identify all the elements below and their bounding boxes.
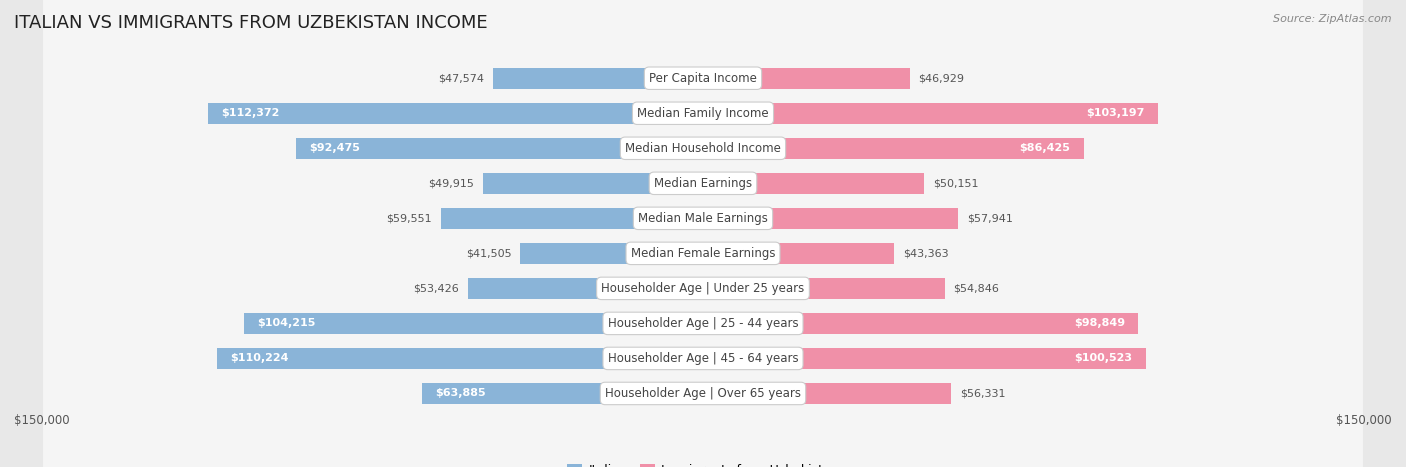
FancyBboxPatch shape <box>44 0 1362 467</box>
Text: Median Female Earnings: Median Female Earnings <box>631 247 775 260</box>
FancyBboxPatch shape <box>44 0 1362 467</box>
Text: Median Male Earnings: Median Male Earnings <box>638 212 768 225</box>
FancyBboxPatch shape <box>44 0 1362 467</box>
Text: $41,505: $41,505 <box>465 248 512 258</box>
FancyBboxPatch shape <box>44 0 1362 467</box>
Text: Householder Age | Under 25 years: Householder Age | Under 25 years <box>602 282 804 295</box>
Text: Householder Age | Over 65 years: Householder Age | Over 65 years <box>605 387 801 400</box>
Text: ITALIAN VS IMMIGRANTS FROM UZBEKISTAN INCOME: ITALIAN VS IMMIGRANTS FROM UZBEKISTAN IN… <box>14 14 488 32</box>
Text: $92,475: $92,475 <box>309 143 360 153</box>
Text: $98,849: $98,849 <box>1074 318 1125 328</box>
Bar <box>703 173 924 194</box>
Bar <box>440 208 703 229</box>
FancyBboxPatch shape <box>44 0 1362 467</box>
FancyBboxPatch shape <box>44 0 1362 467</box>
Bar <box>703 383 952 404</box>
Bar <box>703 278 945 299</box>
Bar <box>243 313 703 334</box>
Text: $49,915: $49,915 <box>429 178 474 188</box>
FancyBboxPatch shape <box>44 0 1362 467</box>
Bar <box>520 243 703 264</box>
Text: $86,425: $86,425 <box>1019 143 1070 153</box>
Bar <box>208 103 703 124</box>
Text: $104,215: $104,215 <box>257 318 315 328</box>
FancyBboxPatch shape <box>44 0 1362 467</box>
Text: $53,426: $53,426 <box>413 283 458 293</box>
Text: Per Capita Income: Per Capita Income <box>650 72 756 85</box>
Text: $50,151: $50,151 <box>932 178 979 188</box>
Bar <box>494 68 703 89</box>
Text: $63,885: $63,885 <box>434 389 485 398</box>
Text: $47,574: $47,574 <box>439 73 485 83</box>
Text: Source: ZipAtlas.com: Source: ZipAtlas.com <box>1274 14 1392 24</box>
Text: $112,372: $112,372 <box>221 108 280 118</box>
Text: Median Earnings: Median Earnings <box>654 177 752 190</box>
Text: $59,551: $59,551 <box>387 213 432 223</box>
Text: $43,363: $43,363 <box>903 248 949 258</box>
Bar <box>703 243 894 264</box>
Bar <box>295 138 703 159</box>
Bar <box>703 138 1084 159</box>
Bar <box>218 348 703 369</box>
Text: Median Household Income: Median Household Income <box>626 142 780 155</box>
Text: Householder Age | 45 - 64 years: Householder Age | 45 - 64 years <box>607 352 799 365</box>
Bar <box>703 208 959 229</box>
Text: Median Family Income: Median Family Income <box>637 107 769 120</box>
Bar <box>703 348 1146 369</box>
FancyBboxPatch shape <box>44 0 1362 467</box>
Text: $103,197: $103,197 <box>1085 108 1144 118</box>
Legend: Italian, Immigrants from Uzbekistan: Italian, Immigrants from Uzbekistan <box>562 459 844 467</box>
Text: $110,224: $110,224 <box>231 354 290 363</box>
Bar <box>468 278 703 299</box>
FancyBboxPatch shape <box>44 0 1362 467</box>
Text: $56,331: $56,331 <box>960 389 1005 398</box>
Text: $57,941: $57,941 <box>967 213 1012 223</box>
Text: $54,846: $54,846 <box>953 283 1000 293</box>
Bar <box>703 103 1157 124</box>
Text: Householder Age | 25 - 44 years: Householder Age | 25 - 44 years <box>607 317 799 330</box>
Bar <box>422 383 703 404</box>
Bar <box>484 173 703 194</box>
Bar <box>703 68 910 89</box>
Bar <box>703 313 1139 334</box>
Text: $46,929: $46,929 <box>918 73 965 83</box>
Text: $100,523: $100,523 <box>1074 354 1133 363</box>
